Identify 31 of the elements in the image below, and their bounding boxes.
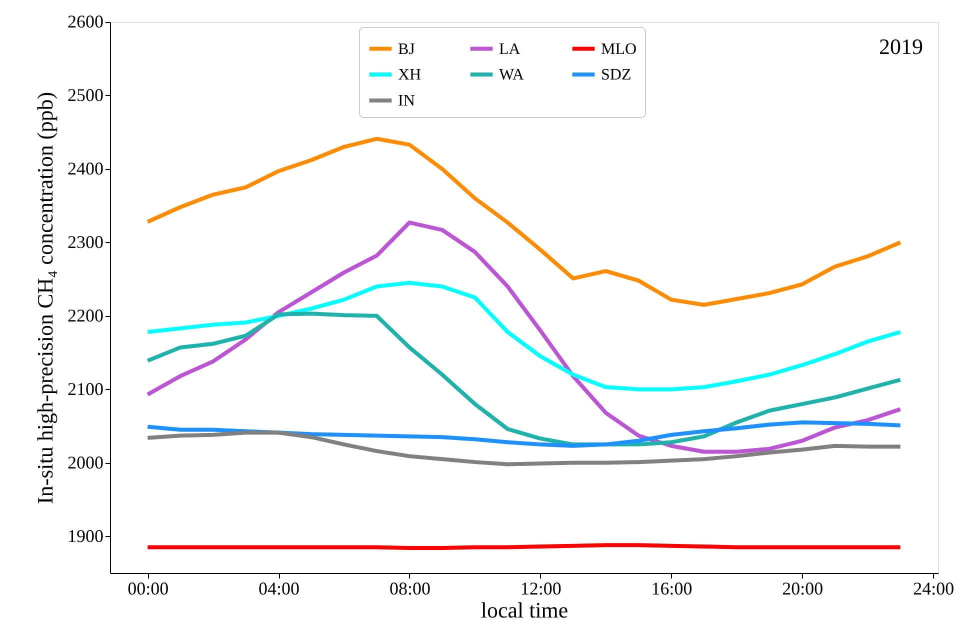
x-tick-label: 04:00 <box>258 578 300 598</box>
x-tick-label: 00:00 <box>128 578 169 598</box>
y-tick-label: 2400 <box>68 158 104 178</box>
y-tick-label: 2000 <box>68 452 104 472</box>
y-tick-label: 2200 <box>68 305 104 326</box>
x-axis-title: local time <box>480 598 568 622</box>
x-tick-label: 08:00 <box>389 578 430 598</box>
x-tick-label: 24:00 <box>913 578 954 598</box>
line-series <box>146 430 902 466</box>
line-series <box>146 220 902 454</box>
legend-label: XH <box>398 66 422 84</box>
x-tick-label: 12:00 <box>520 578 562 598</box>
line-series <box>146 312 902 446</box>
x-tick-label: 16:00 <box>651 578 692 598</box>
legend-label: WA <box>499 66 524 84</box>
annotation: 2019 <box>879 34 923 59</box>
line-series <box>146 280 902 392</box>
y-tick-label: 1900 <box>68 526 104 546</box>
legend-label: MLO <box>601 40 637 58</box>
legend-label: LA <box>499 40 521 58</box>
y-tick-label: 2500 <box>68 84 104 105</box>
y-tick-label: 2100 <box>68 378 104 399</box>
line-series <box>146 136 902 307</box>
legend-label: SDZ <box>601 66 632 84</box>
x-tick-label: 20:00 <box>782 578 824 598</box>
legend-label: BJ <box>398 40 415 58</box>
legend-label: IN <box>398 92 416 110</box>
y-axis-title: In-situ high-precision CH₄ concentration (ppb) <box>32 92 58 504</box>
line-series <box>146 420 902 448</box>
y-tick-label: 2300 <box>68 232 104 252</box>
y-tick-label: 2600 <box>68 12 104 32</box>
